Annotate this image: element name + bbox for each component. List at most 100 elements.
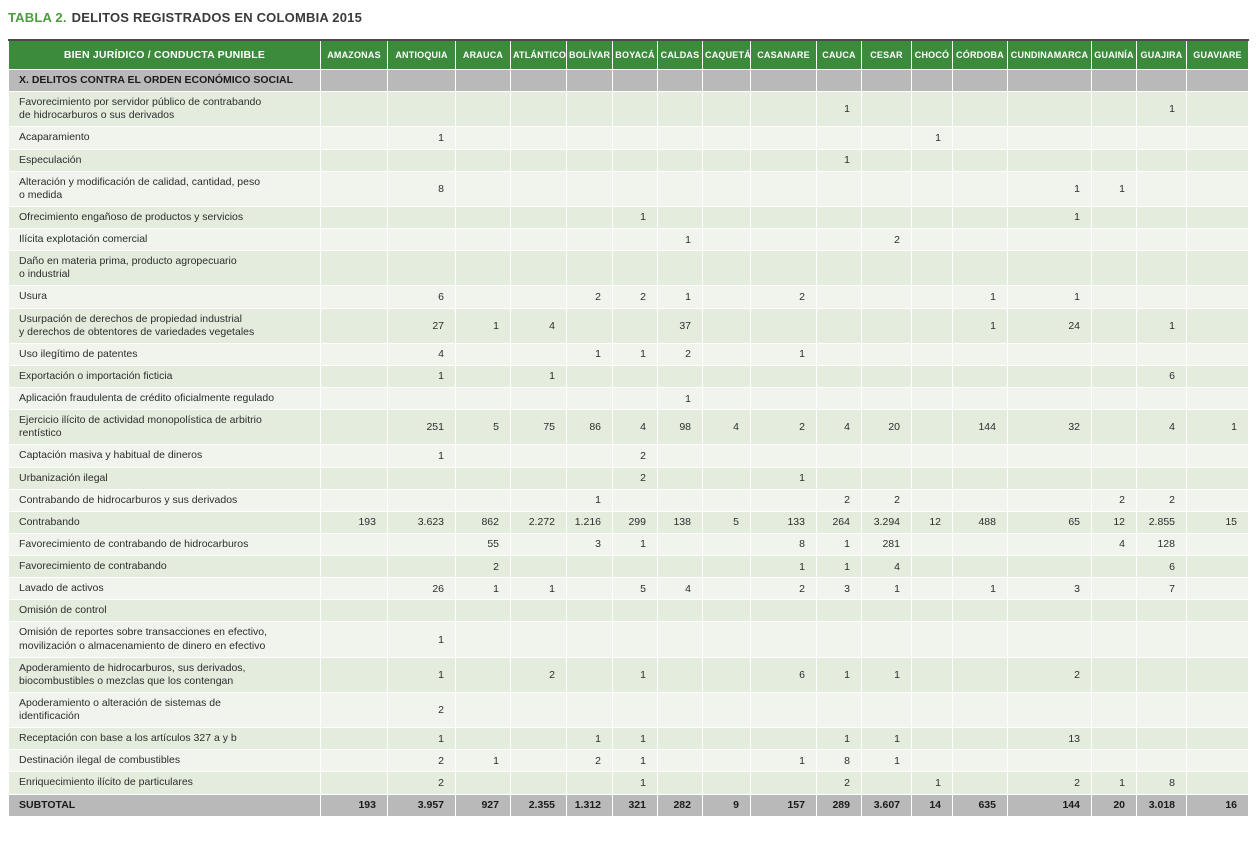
value-cell-caqueta <box>702 727 751 751</box>
value-cell-guajira: 1 <box>1136 307 1187 344</box>
section-cell <box>387 68 456 93</box>
value-cell-guajira <box>1136 205 1187 230</box>
value-cell-arauca <box>455 148 511 172</box>
value-cell-atlantico: 1 <box>510 364 567 389</box>
value-cell-antioquia <box>387 554 456 579</box>
value-cell-cesar <box>861 170 912 207</box>
value-cell-caqueta <box>702 227 751 252</box>
value-cell-cesar <box>861 599 912 623</box>
value-cell-arauca <box>455 771 511 795</box>
value-cell-cundinamarca <box>1007 691 1092 729</box>
value-cell-guaviare <box>1186 621 1249 658</box>
value-cell-choco <box>911 364 953 389</box>
value-cell-cesar <box>861 364 912 389</box>
value-cell-atlantico <box>510 342 567 366</box>
value-cell-amazonas <box>320 170 388 207</box>
value-cell-guaviare <box>1186 599 1249 623</box>
subtotal-cell-antioquia: 3.957 <box>387 793 456 817</box>
subtotal-cell-guajira: 3.018 <box>1136 793 1187 817</box>
value-cell-boyaca: 1 <box>612 205 658 230</box>
value-cell-amazonas <box>320 466 388 490</box>
value-cell-cauca <box>816 691 862 729</box>
value-cell-cundinamarca <box>1007 91 1092 128</box>
value-cell-caqueta: 5 <box>702 510 751 534</box>
value-cell-guainia <box>1091 656 1137 693</box>
value-cell-guaviare <box>1186 771 1249 795</box>
value-cell-antioquia: 6 <box>387 285 456 309</box>
value-cell-choco <box>911 532 953 557</box>
value-cell-choco: 1 <box>911 771 953 795</box>
row-label: Destinación ilegal de combustibles <box>8 749 321 773</box>
value-cell-bolivar <box>566 205 613 230</box>
value-cell-choco <box>911 91 953 128</box>
value-cell-cauca: 2 <box>816 771 862 795</box>
value-cell-cauca <box>816 444 862 468</box>
value-cell-arauca: 5 <box>455 409 511 446</box>
value-cell-atlantico <box>510 250 567 287</box>
value-cell-guaviare <box>1186 364 1249 389</box>
subtotal-row: SUBTOTAL 193 3.957 927 2.355 1.312 321 282 9 157 2… <box>8 793 1249 817</box>
value-cell-cauca <box>816 250 862 287</box>
value-cell-amazonas <box>320 488 388 512</box>
value-cell-cundinamarca <box>1007 250 1092 287</box>
value-cell-caldas: 2 <box>657 342 703 366</box>
row-label: Enriquecimiento ilícito de particulares <box>8 771 321 795</box>
value-cell-caldas <box>657 250 703 287</box>
value-cell-guaviare <box>1186 656 1249 693</box>
value-cell-caqueta <box>702 577 751 601</box>
value-cell-boyaca: 2 <box>612 444 658 468</box>
value-cell-guainia <box>1091 205 1137 230</box>
section-cell <box>320 68 388 93</box>
value-cell-amazonas <box>320 554 388 579</box>
value-cell-bolivar <box>566 364 613 389</box>
value-cell-boyaca <box>612 386 658 411</box>
value-cell-caldas <box>657 532 703 557</box>
value-cell-arauca <box>455 466 511 490</box>
value-cell-amazonas <box>320 599 388 623</box>
value-cell-amazonas <box>320 409 388 446</box>
value-cell-casanare: 1 <box>750 342 817 366</box>
value-cell-caqueta <box>702 250 751 287</box>
row-label: Acaparamiento <box>8 126 321 150</box>
value-cell-choco <box>911 444 953 468</box>
value-cell-caldas <box>657 126 703 150</box>
value-cell-casanare <box>750 126 817 150</box>
value-cell-choco <box>911 554 953 579</box>
value-cell-cundinamarca: 32 <box>1007 409 1092 446</box>
value-cell-atlantico: 2.272 <box>510 510 567 534</box>
value-cell-arauca <box>455 126 511 150</box>
value-cell-amazonas <box>320 148 388 172</box>
value-cell-cundinamarca: 1 <box>1007 285 1092 309</box>
value-cell-amazonas <box>320 250 388 287</box>
row-label: Usurpación de derechos de propiedad indu… <box>8 307 321 344</box>
value-cell-guajira: 128 <box>1136 532 1187 557</box>
value-cell-cundinamarca: 13 <box>1007 727 1092 751</box>
value-cell-guainia <box>1091 126 1137 150</box>
value-cell-antioquia <box>387 91 456 128</box>
value-cell-boyaca <box>612 91 658 128</box>
table-row: Alteración y modificación de calidad, ca… <box>8 170 1249 207</box>
value-cell-choco <box>911 727 953 751</box>
value-cell-guainia <box>1091 749 1137 773</box>
value-cell-amazonas <box>320 444 388 468</box>
value-cell-boyaca: 1 <box>612 771 658 795</box>
value-cell-atlantico <box>510 532 567 557</box>
value-cell-antioquia <box>387 205 456 230</box>
value-cell-guajira: 6 <box>1136 554 1187 579</box>
table-row: Contrabando de hidrocarburos y sus deriv… <box>8 488 1249 512</box>
value-cell-cesar <box>861 771 912 795</box>
value-cell-caqueta <box>702 148 751 172</box>
row-label: Apoderamiento o alteración de sistemas d… <box>8 691 321 729</box>
value-cell-cauca: 1 <box>816 554 862 579</box>
value-cell-antioquia: 1 <box>387 656 456 693</box>
value-cell-guaviare <box>1186 577 1249 601</box>
value-cell-atlantico <box>510 386 567 411</box>
value-cell-bolivar <box>566 126 613 150</box>
value-cell-guajira <box>1136 227 1187 252</box>
column-header-guaviare: GUAVIARE <box>1186 39 1249 70</box>
value-cell-cordoba <box>952 205 1008 230</box>
value-cell-cundinamarca <box>1007 488 1092 512</box>
value-cell-cesar <box>861 466 912 490</box>
value-cell-cundinamarca <box>1007 554 1092 579</box>
value-cell-choco <box>911 148 953 172</box>
